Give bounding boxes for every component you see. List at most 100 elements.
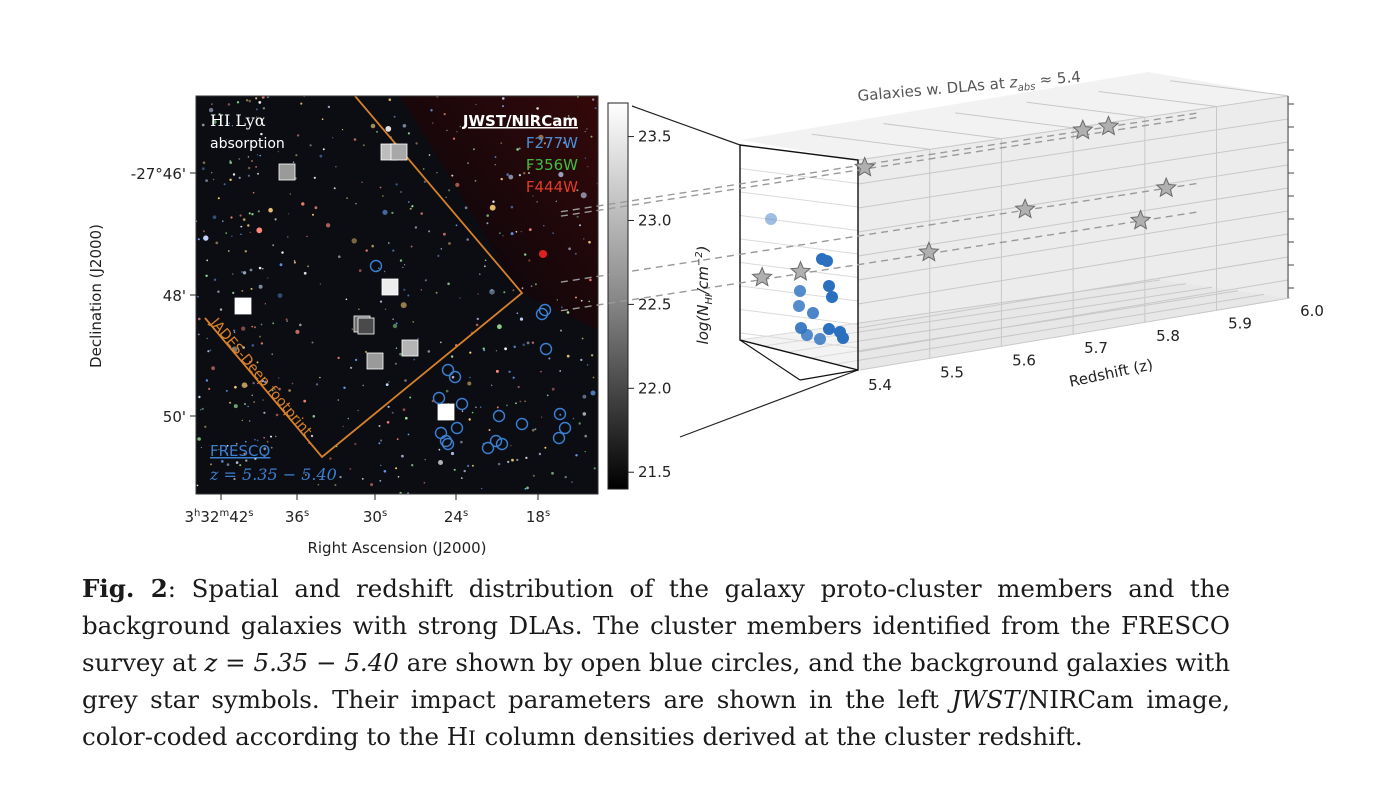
left-axes: -27°46' 48' 50' 3h32m42s 36s 30s 24s 18s… (87, 165, 550, 557)
grid-line (1026, 101, 1145, 118)
background-source (521, 287, 524, 290)
background-source (543, 142, 547, 145)
background-source (572, 417, 575, 420)
background-source (448, 189, 451, 192)
background-source (255, 166, 257, 168)
xtick-label-42: 3h32m42s (184, 508, 253, 526)
background-source (380, 439, 383, 442)
background-source (453, 468, 456, 471)
dla-star (1155, 176, 1177, 198)
background-source (263, 411, 266, 414)
background-source (239, 464, 242, 467)
background-source (392, 323, 398, 329)
background-source (387, 405, 390, 408)
background-source (271, 353, 273, 355)
background-source (354, 358, 358, 362)
background-source (439, 341, 442, 344)
background-source (268, 472, 271, 475)
cluster-member-dot (821, 255, 833, 267)
background-source (560, 329, 562, 332)
background-source (578, 422, 581, 425)
background-source (197, 437, 201, 441)
filter-label-f277w: F277W (526, 134, 578, 152)
background-source (272, 244, 275, 247)
background-source (412, 321, 415, 323)
background-source (512, 376, 515, 379)
background-source (378, 267, 380, 270)
background-source (233, 404, 238, 409)
grid-line (857, 141, 1289, 209)
background-source (402, 124, 407, 128)
background-source (312, 415, 316, 418)
background-source (246, 118, 249, 120)
background-source (247, 156, 250, 158)
sky-image-panel: HI Lyα absorption JWST/NIRCam F277W F356… (195, 95, 599, 495)
background-source (256, 116, 258, 118)
grid-line (739, 191, 859, 208)
background-source (518, 147, 521, 150)
background-source (575, 296, 577, 299)
background-source (211, 366, 216, 371)
background-source (379, 186, 382, 189)
background-source (527, 115, 529, 118)
ytick-label-50: 50' (163, 408, 186, 426)
background-source (238, 176, 241, 179)
background-source (234, 385, 237, 389)
background-source (526, 341, 530, 345)
background-source (559, 370, 562, 372)
xtick-label-36: 36s (285, 508, 309, 526)
background-source (257, 172, 259, 175)
grid-3d (739, 80, 1291, 371)
background-source (200, 446, 202, 449)
background-source (483, 349, 486, 352)
fresco-member-circle (448, 370, 462, 384)
background-source (254, 438, 256, 441)
background-source (559, 413, 562, 416)
background-source (459, 297, 461, 299)
background-source (357, 409, 359, 412)
background-source (460, 440, 463, 444)
background-source (351, 238, 357, 244)
ytick-label-46: -27°46' (131, 165, 186, 183)
background-source (397, 476, 400, 478)
background-source (584, 450, 586, 453)
background-source (270, 446, 273, 449)
right-xticks: 5.4 5.5 5.6 5.7 5.8 5.9 6.0 (868, 302, 1324, 394)
colorbar-ticks: 23.5 23.0 22.5 22.0 21.5 (628, 128, 671, 481)
grid-line (857, 164, 1289, 233)
background-source (313, 176, 316, 179)
filter-label-f356w: F356W (526, 156, 578, 174)
background-source (393, 115, 396, 118)
background-source (514, 115, 517, 117)
fresco-member-circle (450, 421, 464, 435)
background-source (289, 193, 292, 195)
background-source (266, 440, 269, 443)
background-source (226, 444, 229, 447)
background-source (438, 448, 441, 451)
background-source (251, 394, 253, 396)
background-source (315, 383, 319, 386)
dla-star (918, 241, 940, 262)
background-source (256, 361, 259, 364)
background-source (354, 442, 357, 446)
background-source (217, 290, 220, 293)
background-source (309, 144, 312, 147)
background-source (244, 250, 247, 253)
fresco-member-circle (495, 437, 509, 451)
background-source (212, 215, 217, 219)
background-source (251, 213, 254, 216)
slice-plane-bottom (799, 369, 859, 381)
background-source (319, 376, 321, 379)
background-source (436, 172, 438, 174)
background-source (466, 464, 470, 468)
background-source (584, 434, 587, 438)
red-outer-region (400, 96, 598, 330)
background-source (583, 238, 585, 240)
background-source (312, 213, 314, 216)
background-source (551, 387, 555, 391)
background-source (420, 289, 422, 291)
grid-line (1098, 91, 1217, 107)
grid-line (739, 168, 859, 184)
background-source (211, 103, 213, 105)
background-source (306, 235, 308, 238)
